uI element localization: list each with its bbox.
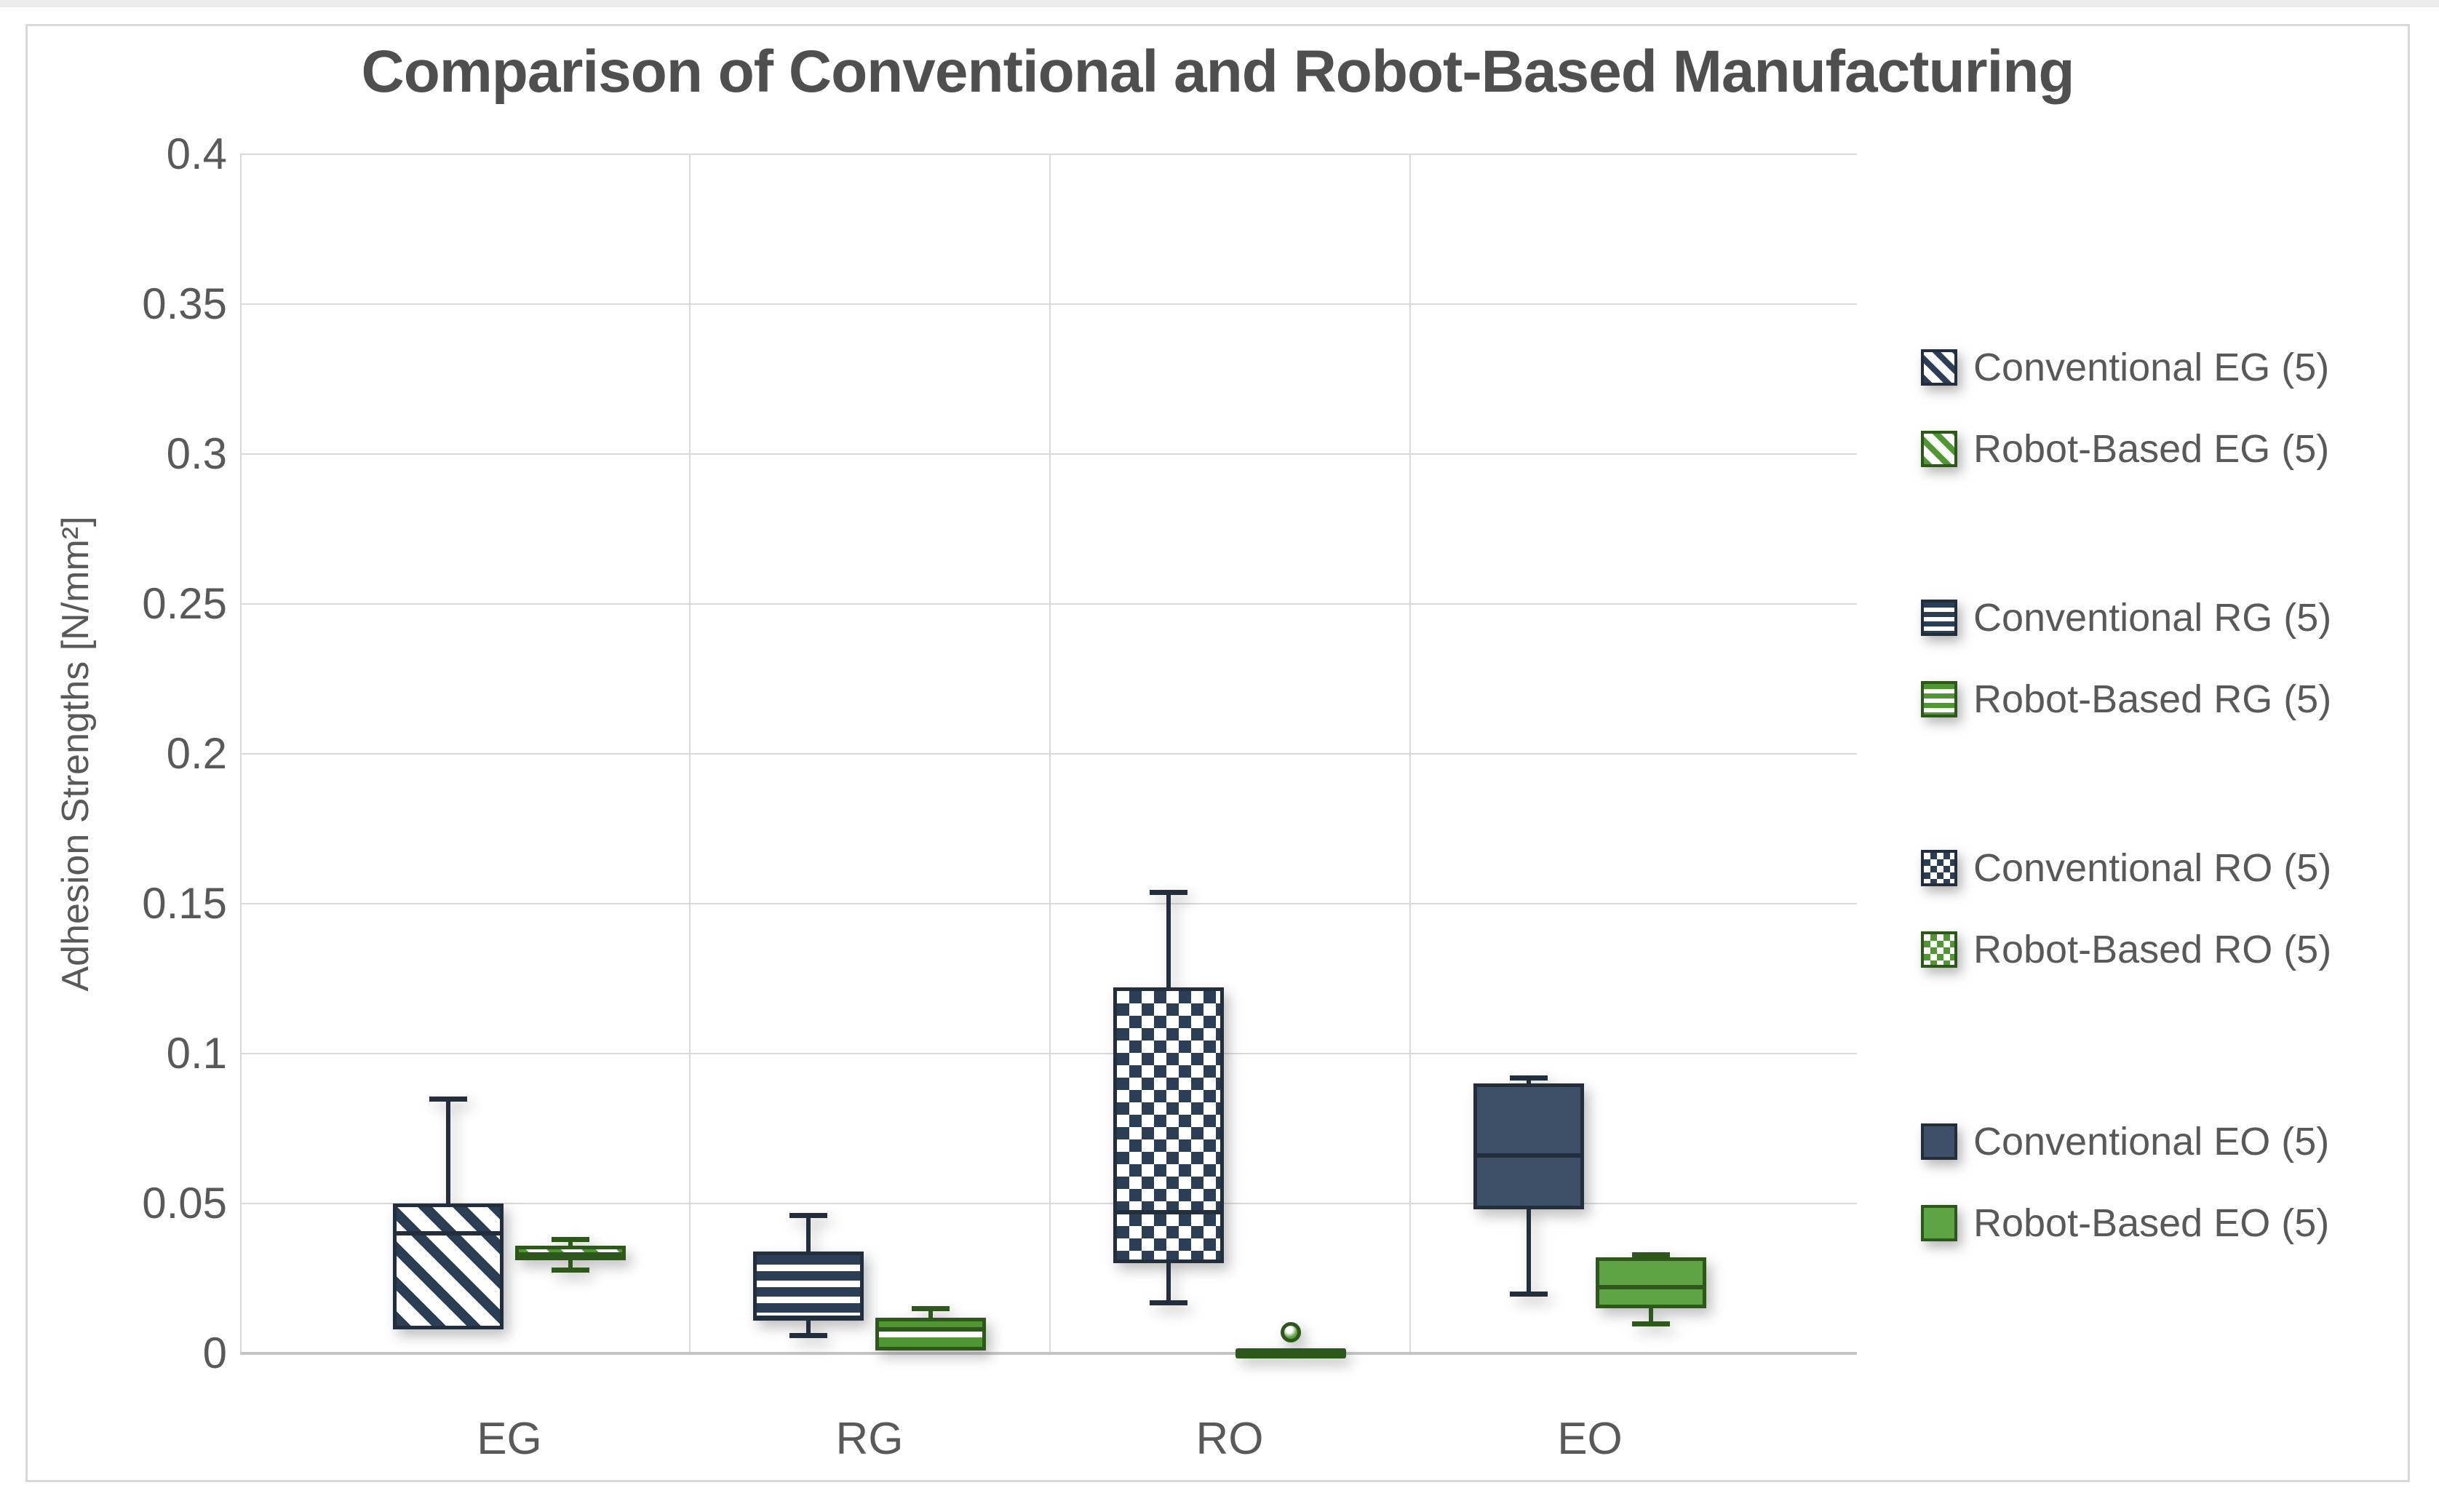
- whisker-high-line-conventional-ro: [1166, 891, 1171, 988]
- legend-item-robot-eg: Robot-Based EG (5): [1921, 427, 2401, 471]
- x-category-label-rg: RG: [835, 1414, 904, 1464]
- box-conventional-ro: [1113, 987, 1224, 1264]
- whisker-high-line-conventional-eg: [446, 1098, 450, 1203]
- whisker-low-line-conventional-ro: [1166, 1263, 1171, 1302]
- x-category-label-eo: EO: [1557, 1414, 1623, 1464]
- box-robot-eo: [1596, 1257, 1706, 1309]
- page-top-edge: [0, 0, 2439, 7]
- y-tick-label-0.4: 0.4: [166, 130, 227, 178]
- whisker-low-cap-conventional-eo: [1510, 1291, 1548, 1297]
- legend-label-robot-ro: Robot-Based RO (5): [1973, 928, 2332, 971]
- whisker-low-cap-conventional-rg: [789, 1333, 827, 1339]
- gridline-y-0.25: [240, 603, 1857, 605]
- median-robot-rg: [878, 1327, 983, 1332]
- legend-swatch-conventional-eo: [1921, 1123, 1957, 1160]
- whisker-high-cap-conventional-ro: [1150, 889, 1187, 895]
- legend-label-robot-eo: Robot-Based EO (5): [1973, 1201, 2330, 1245]
- whisker-high-cap-robot-eg: [552, 1237, 589, 1243]
- gridline-y-0.2: [240, 753, 1857, 755]
- x-category-label-eg: EG: [477, 1414, 542, 1464]
- legend-item-robot-rg: Robot-Based RG (5): [1921, 677, 2401, 721]
- gridline-y-0.3: [240, 453, 1857, 455]
- median-conventional-ro: [1116, 1210, 1221, 1215]
- whisker-high-cap-robot-rg: [912, 1306, 950, 1312]
- whisker-high-line-conventional-eo: [1527, 1077, 1531, 1084]
- y-axis-line: [240, 154, 242, 1353]
- whisker-high-line-conventional-rg: [806, 1215, 811, 1252]
- gridline-category-boundary-1: [688, 154, 691, 1353]
- y-tick-label-0: 0: [202, 1329, 227, 1377]
- legend-swatch-conventional-ro: [1921, 850, 1957, 886]
- legend-swatch-robot-ro: [1921, 931, 1957, 968]
- gridline-y-0.1: [240, 1053, 1857, 1054]
- y-tick-label-0.15: 0.15: [142, 879, 227, 928]
- legend-item-robot-eo: Robot-Based EO (5): [1921, 1201, 2401, 1245]
- legend-label-conventional-ro: Conventional RO (5): [1973, 846, 2332, 890]
- whisker-high-line-robot-rg: [928, 1308, 933, 1318]
- legend-label-robot-rg: Robot-Based RG (5): [1973, 677, 2332, 721]
- legend-swatch-conventional-rg: [1921, 600, 1957, 636]
- flat-box-robot-ro: [1236, 1348, 1346, 1358]
- y-tick-label-0.3: 0.3: [166, 429, 227, 478]
- legend-item-conventional-eo: Conventional EO (5): [1921, 1120, 2401, 1163]
- whisker-low-line-conventional-eo: [1527, 1209, 1531, 1294]
- box-conventional-eo: [1473, 1083, 1584, 1210]
- whisker-low-line-robot-eg: [568, 1260, 573, 1270]
- whisker-low-cap-conventional-ro: [1150, 1300, 1187, 1305]
- outlier-robot-ro-0: [1281, 1322, 1301, 1343]
- whisker-low-cap-robot-eg: [552, 1267, 589, 1273]
- legend-item-conventional-eg: Conventional EG (5): [1921, 346, 2401, 389]
- gridline-y-0.4: [240, 154, 1857, 155]
- gridline-category-boundary-3: [1409, 154, 1411, 1353]
- legend-label-conventional-eo: Conventional EO (5): [1973, 1120, 2330, 1163]
- legend-item-conventional-ro: Conventional RO (5): [1921, 846, 2401, 890]
- median-robot-eg: [518, 1252, 623, 1257]
- gridline-y-0.05: [240, 1203, 1857, 1204]
- box-conventional-eg: [393, 1203, 504, 1330]
- legend-item-conventional-rg: Conventional RG (5): [1921, 596, 2401, 640]
- median-conventional-eo: [1476, 1153, 1581, 1158]
- gridline-category-boundary-2: [1049, 154, 1051, 1353]
- legend-swatch-robot-eg: [1921, 431, 1957, 467]
- legend-item-robot-ro: Robot-Based RO (5): [1921, 928, 2401, 971]
- legend-label-conventional-rg: Conventional RG (5): [1973, 596, 2332, 640]
- gridline-y-0.15: [240, 903, 1857, 904]
- x-category-label-ro: RO: [1195, 1414, 1264, 1464]
- legend-swatch-conventional-eg: [1921, 349, 1957, 386]
- whisker-low-line-robot-eo: [1649, 1308, 1653, 1324]
- median-robot-eo: [1599, 1285, 1703, 1290]
- legend-swatch-robot-eo: [1921, 1205, 1957, 1241]
- legend-label-conventional-eg: Conventional EG (5): [1973, 346, 2330, 389]
- y-tick-label-0.25: 0.25: [142, 579, 227, 628]
- whisker-high-cap-conventional-eo: [1510, 1075, 1548, 1081]
- whisker-high-cap-conventional-eg: [429, 1096, 467, 1102]
- legend-label-robot-eg: Robot-Based EG (5): [1973, 427, 2330, 471]
- whisker-low-line-conventional-rg: [806, 1320, 811, 1336]
- y-tick-label-0.2: 0.2: [166, 729, 227, 778]
- legend-swatch-robot-rg: [1921, 681, 1957, 717]
- y-tick-label-0.1: 0.1: [166, 1029, 227, 1078]
- median-conventional-rg: [756, 1315, 861, 1320]
- box-conventional-rg: [753, 1251, 864, 1321]
- y-tick-label-0.05: 0.05: [142, 1179, 227, 1227]
- whisker-low-cap-robot-eo: [1632, 1321, 1670, 1326]
- x-axis-line: [240, 1352, 1857, 1355]
- gridline-y-0.35: [240, 303, 1857, 305]
- median-conventional-eg: [396, 1231, 501, 1236]
- whisker-high-cap-robot-eo: [1632, 1252, 1670, 1258]
- whisker-high-line-robot-eg: [568, 1239, 573, 1246]
- chart-title: Comparison of Conventional and Robot-Bas…: [361, 39, 2075, 105]
- whisker-high-cap-conventional-rg: [789, 1213, 827, 1219]
- y-tick-label-0.35: 0.35: [142, 279, 227, 328]
- box-robot-rg: [875, 1317, 986, 1350]
